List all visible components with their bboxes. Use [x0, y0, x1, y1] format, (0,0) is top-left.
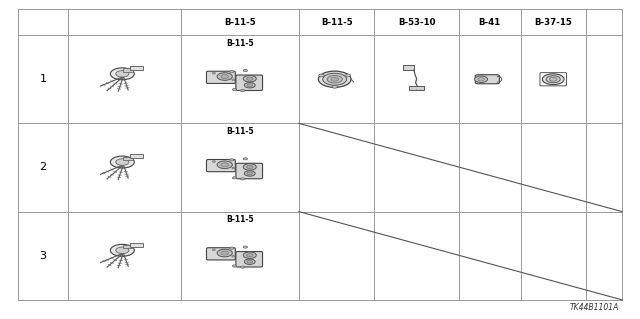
- Circle shape: [246, 77, 253, 80]
- Circle shape: [116, 159, 129, 165]
- Text: B-53-10: B-53-10: [398, 18, 435, 26]
- Text: 3: 3: [40, 251, 47, 261]
- Circle shape: [345, 74, 351, 77]
- Circle shape: [478, 78, 484, 81]
- Bar: [403, 65, 415, 70]
- Circle shape: [319, 74, 324, 77]
- Circle shape: [243, 158, 248, 160]
- FancyBboxPatch shape: [130, 243, 143, 247]
- Circle shape: [221, 75, 228, 78]
- FancyBboxPatch shape: [236, 163, 262, 179]
- FancyBboxPatch shape: [476, 75, 499, 84]
- Circle shape: [244, 171, 255, 176]
- FancyBboxPatch shape: [207, 248, 236, 260]
- Circle shape: [243, 164, 256, 170]
- Text: 1: 1: [40, 74, 47, 84]
- Bar: [124, 68, 133, 72]
- Bar: [124, 245, 133, 248]
- Circle shape: [327, 76, 342, 83]
- Circle shape: [217, 249, 232, 257]
- Text: B-11-5: B-11-5: [226, 39, 254, 48]
- Circle shape: [230, 70, 234, 73]
- Circle shape: [247, 172, 252, 175]
- Circle shape: [243, 70, 248, 72]
- Text: B-11-5: B-11-5: [226, 215, 254, 225]
- Circle shape: [542, 74, 564, 85]
- Circle shape: [244, 259, 255, 264]
- Text: TK44B1101A: TK44B1101A: [570, 303, 619, 312]
- FancyBboxPatch shape: [130, 154, 143, 158]
- Circle shape: [241, 266, 245, 268]
- Circle shape: [243, 252, 256, 258]
- Circle shape: [318, 71, 351, 87]
- Circle shape: [243, 246, 248, 248]
- Circle shape: [116, 247, 129, 254]
- Circle shape: [247, 84, 252, 86]
- Circle shape: [230, 159, 234, 161]
- Circle shape: [246, 254, 253, 257]
- Circle shape: [243, 75, 256, 82]
- Circle shape: [246, 165, 253, 168]
- Text: 2: 2: [40, 162, 47, 173]
- Circle shape: [232, 167, 235, 169]
- Text: B-11-5: B-11-5: [321, 18, 353, 26]
- Circle shape: [232, 256, 235, 257]
- Circle shape: [212, 249, 216, 251]
- Circle shape: [241, 178, 245, 180]
- Circle shape: [331, 77, 339, 81]
- Circle shape: [116, 70, 129, 77]
- Circle shape: [110, 244, 134, 256]
- Circle shape: [230, 247, 234, 249]
- Circle shape: [241, 90, 245, 92]
- Text: B-11-5: B-11-5: [226, 127, 254, 136]
- Circle shape: [247, 260, 252, 263]
- Circle shape: [217, 73, 232, 80]
- Circle shape: [221, 163, 228, 167]
- Text: B-37-15: B-37-15: [534, 18, 572, 26]
- FancyBboxPatch shape: [236, 75, 262, 91]
- Circle shape: [217, 161, 232, 168]
- FancyBboxPatch shape: [207, 160, 236, 172]
- Circle shape: [232, 79, 235, 81]
- FancyBboxPatch shape: [207, 71, 236, 84]
- Circle shape: [232, 88, 237, 91]
- FancyBboxPatch shape: [130, 66, 143, 70]
- Bar: [408, 86, 424, 90]
- FancyBboxPatch shape: [236, 251, 262, 267]
- Circle shape: [323, 73, 347, 85]
- Circle shape: [232, 265, 237, 267]
- Circle shape: [110, 156, 134, 168]
- Circle shape: [244, 83, 255, 88]
- Bar: [124, 157, 133, 160]
- Text: B-11-5: B-11-5: [224, 18, 256, 26]
- Circle shape: [546, 76, 560, 83]
- Circle shape: [232, 177, 237, 179]
- Circle shape: [212, 72, 216, 74]
- Circle shape: [110, 68, 134, 80]
- Circle shape: [474, 76, 488, 83]
- Circle shape: [332, 85, 337, 88]
- Circle shape: [212, 161, 216, 162]
- Text: B-41: B-41: [479, 18, 501, 26]
- Circle shape: [549, 77, 557, 81]
- Circle shape: [221, 251, 228, 255]
